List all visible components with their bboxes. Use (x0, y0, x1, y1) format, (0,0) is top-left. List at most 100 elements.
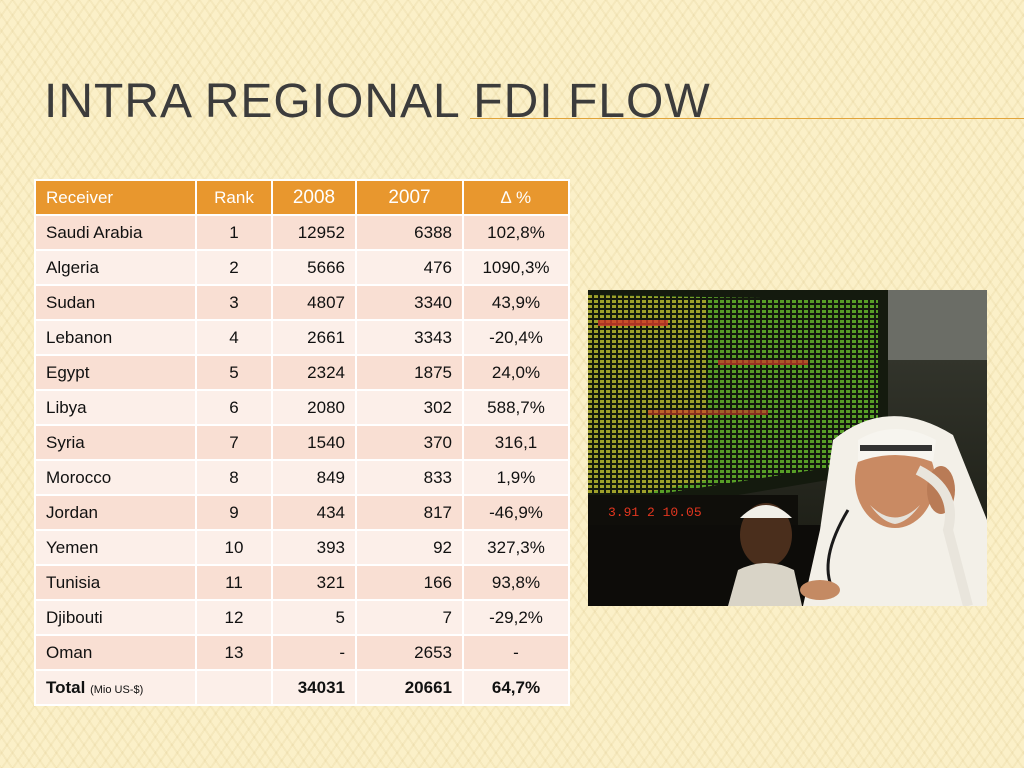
header-2008: 2008 (271, 179, 357, 216)
cell-receiver: Sudan (34, 284, 197, 321)
cell-delta: - (462, 634, 570, 671)
table-row: Egypt 5 2324 1875 24,0% (34, 354, 570, 391)
ticker-digits: 3.91 2 10.05 (608, 505, 702, 520)
cell-y2007: 476 (355, 249, 464, 286)
cell-y2007: 6388 (355, 214, 464, 251)
table-row: Yemen 10 393 92 327,3% (34, 529, 570, 566)
cell-y2008: 393 (271, 529, 357, 566)
table-row: Lebanon 4 2661 3343 -20,4% (34, 319, 570, 356)
cell-delta: 1090,3% (462, 249, 570, 286)
cell-rank: 4 (195, 319, 273, 356)
cell-y2008: 12952 (271, 214, 357, 251)
slide-title: Intra Regional FDI Flow (44, 75, 711, 128)
cell-rank: 11 (195, 564, 273, 601)
cell-y2008: 4807 (271, 284, 357, 321)
cell-receiver: Yemen (34, 529, 197, 566)
cell-receiver: Morocco (34, 459, 197, 496)
total-unit-note: (Mio US-$) (90, 683, 144, 696)
table-row: Jordan 9 434 817 -46,9% (34, 494, 570, 531)
cell-y2008: 5666 (271, 249, 357, 286)
cell-y2007: 7 (355, 599, 464, 636)
cell-y2008: - (271, 634, 357, 671)
header-delta: ∆ % (462, 179, 570, 216)
cell-y2008: 2324 (271, 354, 357, 391)
cell-y2007: 370 (355, 424, 464, 461)
cell-receiver: Algeria (34, 249, 197, 286)
cell-receiver: Syria (34, 424, 197, 461)
cell-rank: 2 (195, 249, 273, 286)
title-rule (470, 118, 1024, 119)
cell-delta: 327,3% (462, 529, 570, 566)
table-row: Algeria 2 5666 476 1090,3% (34, 249, 570, 286)
table-total-row: Total (Mio US-$) 34031 20661 64,7% (34, 669, 570, 706)
table-row: Morocco 8 849 833 1,9% (34, 459, 570, 496)
cell-rank: 5 (195, 354, 273, 391)
cell-delta: 1,9% (462, 459, 570, 496)
cell-receiver: Egypt (34, 354, 197, 391)
table-row: Libya 6 2080 302 588,7% (34, 389, 570, 426)
total-label-cell: Total (Mio US-$) (34, 669, 197, 706)
cell-y2007: 302 (355, 389, 464, 426)
cell-y2007: 1875 (355, 354, 464, 391)
cell-y2008: 5 (271, 599, 357, 636)
cell-rank: 10 (195, 529, 273, 566)
total-2008: 34031 (271, 669, 357, 706)
cell-receiver: Djibouti (34, 599, 197, 636)
cell-receiver: Oman (34, 634, 197, 671)
header-2007: 2007 (355, 179, 464, 216)
total-delta: 64,7% (462, 669, 570, 706)
cell-rank: 8 (195, 459, 273, 496)
cell-rank: 13 (195, 634, 273, 671)
cell-receiver: Jordan (34, 494, 197, 531)
table-header-row: Receiver Rank 2008 2007 ∆ % (34, 179, 570, 216)
cell-y2007: 3343 (355, 319, 464, 356)
cell-y2008: 2080 (271, 389, 357, 426)
stock-exchange-photo: 3.91 2 10.05 (588, 290, 987, 606)
cell-y2008: 321 (271, 564, 357, 601)
cell-delta: 43,9% (462, 284, 570, 321)
table-row: Oman 13-2653- (34, 634, 570, 671)
cell-y2008: 1540 (271, 424, 357, 461)
cell-rank: 12 (195, 599, 273, 636)
fdi-table-container: Receiver Rank 2008 2007 ∆ % Saudi Arabia… (34, 179, 570, 706)
cell-delta: 316,1 (462, 424, 570, 461)
table-body: Saudi Arabia 1 12952 6388 102,8% Algeria 2 5666… (34, 214, 570, 671)
cell-delta: 24,0% (462, 354, 570, 391)
cell-delta: -29,2% (462, 599, 570, 636)
fdi-table: Receiver Rank 2008 2007 ∆ % Saudi Arabia… (34, 179, 570, 706)
total-label: Total (46, 677, 86, 697)
cell-rank: 9 (195, 494, 273, 531)
table-row: Syria 7 1540 370 316,1 (34, 424, 570, 461)
cell-receiver: Libya (34, 389, 197, 426)
background-man (740, 503, 792, 567)
table-row: Sudan 3 4807 3340 43,9% (34, 284, 570, 321)
cell-receiver: Saudi Arabia (34, 214, 197, 251)
cell-rank: 6 (195, 389, 273, 426)
total-2007: 20661 (355, 669, 464, 706)
photo-illustration: 3.91 2 10.05 (588, 290, 987, 606)
cell-y2007: 92 (355, 529, 464, 566)
cell-receiver: Lebanon (34, 319, 197, 356)
cell-delta: 588,7% (462, 389, 570, 426)
cell-y2007: 2653 (355, 634, 464, 671)
cell-delta: 102,8% (462, 214, 570, 251)
cell-delta: 93,8% (462, 564, 570, 601)
cell-y2008: 2661 (271, 319, 357, 356)
cell-y2007: 817 (355, 494, 464, 531)
table-row: Saudi Arabia 1 12952 6388 102,8% (34, 214, 570, 251)
cell-y2008: 849 (271, 459, 357, 496)
header-rank: Rank (195, 179, 273, 216)
cell-y2007: 166 (355, 564, 464, 601)
table-row: Djibouti 12 5 7 -29,2% (34, 599, 570, 636)
cell-delta: -20,4% (462, 319, 570, 356)
cell-rank: 1 (195, 214, 273, 251)
cell-delta: -46,9% (462, 494, 570, 531)
header-receiver: Receiver (34, 179, 197, 216)
cell-y2007: 833 (355, 459, 464, 496)
total-rank (195, 669, 273, 706)
cell-rank: 7 (195, 424, 273, 461)
table-row: Tunisia 11 321 166 93,8% (34, 564, 570, 601)
cell-receiver: Tunisia (34, 564, 197, 601)
cell-rank: 3 (195, 284, 273, 321)
cell-y2007: 3340 (355, 284, 464, 321)
